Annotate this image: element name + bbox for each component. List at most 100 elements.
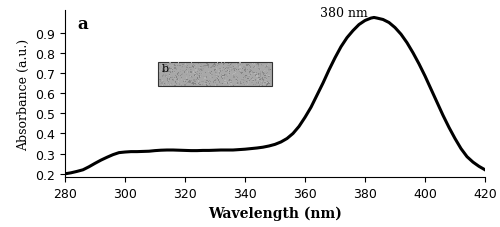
Point <box>197 68 205 72</box>
Point <box>253 83 261 86</box>
Point <box>232 71 240 74</box>
Point <box>184 81 192 85</box>
Point <box>161 83 169 86</box>
Point <box>234 79 241 83</box>
Point <box>171 81 179 84</box>
Point <box>238 78 246 82</box>
Point <box>206 81 214 84</box>
Point <box>203 62 211 66</box>
Point <box>174 69 182 73</box>
Point <box>200 65 208 68</box>
Point <box>196 65 204 69</box>
Point <box>192 67 200 71</box>
Point <box>182 74 190 77</box>
Point <box>182 81 190 84</box>
Point <box>168 71 176 74</box>
Point <box>256 78 264 82</box>
Point <box>224 69 232 73</box>
Point <box>174 64 182 68</box>
Point <box>256 73 264 77</box>
Point <box>164 64 172 68</box>
Point <box>187 69 195 72</box>
Point <box>188 62 196 66</box>
Point <box>210 76 218 80</box>
Point <box>179 64 187 67</box>
Point <box>182 66 190 69</box>
Point <box>252 83 260 87</box>
Point <box>188 78 196 81</box>
Point <box>172 76 180 79</box>
Point <box>182 76 190 79</box>
Point <box>253 81 261 85</box>
Point <box>172 82 180 86</box>
Point <box>204 75 212 79</box>
Point <box>246 75 254 79</box>
Point <box>223 81 231 85</box>
Point <box>245 68 253 72</box>
Point <box>206 77 214 80</box>
Point <box>158 70 166 73</box>
Point <box>177 84 185 88</box>
Point <box>213 62 221 65</box>
Point <box>195 75 203 79</box>
Point <box>182 63 190 66</box>
Point <box>214 75 222 79</box>
Point <box>162 81 170 85</box>
Point <box>172 74 180 78</box>
Point <box>258 82 266 86</box>
Point <box>169 68 177 72</box>
Point <box>256 73 264 76</box>
Point <box>259 65 267 68</box>
Point <box>206 72 214 75</box>
Point <box>224 75 232 79</box>
Point <box>220 81 228 84</box>
Point <box>214 73 222 77</box>
Point <box>192 74 200 78</box>
Point <box>202 64 210 68</box>
Point <box>181 75 189 78</box>
Point <box>198 83 206 87</box>
Point <box>200 65 207 69</box>
Point <box>166 70 174 74</box>
Point <box>196 73 203 76</box>
Point <box>255 64 263 68</box>
Point <box>219 75 227 79</box>
Point <box>173 75 181 78</box>
Point <box>212 68 220 72</box>
Point <box>222 80 230 83</box>
Point <box>242 70 250 74</box>
Point <box>177 70 185 74</box>
Point <box>235 63 243 66</box>
Point <box>264 75 272 79</box>
Point <box>264 70 272 74</box>
Point <box>193 76 201 80</box>
Point <box>263 65 271 68</box>
Point <box>198 69 205 73</box>
Point <box>186 81 194 84</box>
Point <box>225 78 233 82</box>
Point <box>229 65 237 69</box>
Point <box>260 68 268 72</box>
Point <box>196 84 203 87</box>
Point <box>192 79 200 83</box>
Point <box>230 69 238 73</box>
Point <box>176 74 184 78</box>
Point <box>263 81 271 85</box>
Point <box>185 63 193 67</box>
Point <box>246 74 254 77</box>
Point <box>158 79 166 83</box>
Point <box>238 72 246 76</box>
Point <box>210 81 218 85</box>
Point <box>263 84 271 87</box>
Point <box>250 84 258 87</box>
Point <box>234 64 241 67</box>
Point <box>214 75 222 79</box>
Point <box>219 69 227 73</box>
Point <box>168 71 176 75</box>
Point <box>229 73 237 77</box>
Point <box>224 71 232 74</box>
Point <box>215 70 223 74</box>
Point <box>180 83 188 87</box>
Point <box>187 80 195 83</box>
Point <box>194 73 202 76</box>
